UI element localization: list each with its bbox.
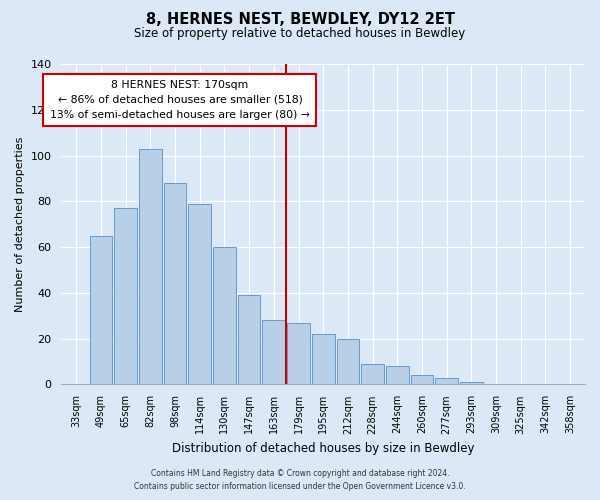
Bar [410, 376, 433, 384]
Bar [188, 204, 211, 384]
Bar [139, 148, 161, 384]
Text: Size of property relative to detached houses in Bewdley: Size of property relative to detached ho… [134, 28, 466, 40]
Bar [89, 236, 112, 384]
Bar [460, 382, 483, 384]
Y-axis label: Number of detached properties: Number of detached properties [15, 136, 25, 312]
Bar [386, 366, 409, 384]
Text: 8 HERNES NEST: 170sqm
← 86% of detached houses are smaller (518)
13% of semi-det: 8 HERNES NEST: 170sqm ← 86% of detached … [50, 80, 310, 120]
Bar [287, 322, 310, 384]
X-axis label: Distribution of detached houses by size in Bewdley: Distribution of detached houses by size … [172, 442, 475, 455]
Bar [164, 183, 187, 384]
Text: 8, HERNES NEST, BEWDLEY, DY12 2ET: 8, HERNES NEST, BEWDLEY, DY12 2ET [146, 12, 455, 28]
Bar [312, 334, 335, 384]
Bar [361, 364, 384, 384]
Bar [262, 320, 285, 384]
Bar [436, 378, 458, 384]
Bar [114, 208, 137, 384]
Text: Contains HM Land Registry data © Crown copyright and database right 2024.
Contai: Contains HM Land Registry data © Crown c… [134, 470, 466, 491]
Bar [213, 247, 236, 384]
Bar [337, 338, 359, 384]
Bar [238, 295, 260, 384]
